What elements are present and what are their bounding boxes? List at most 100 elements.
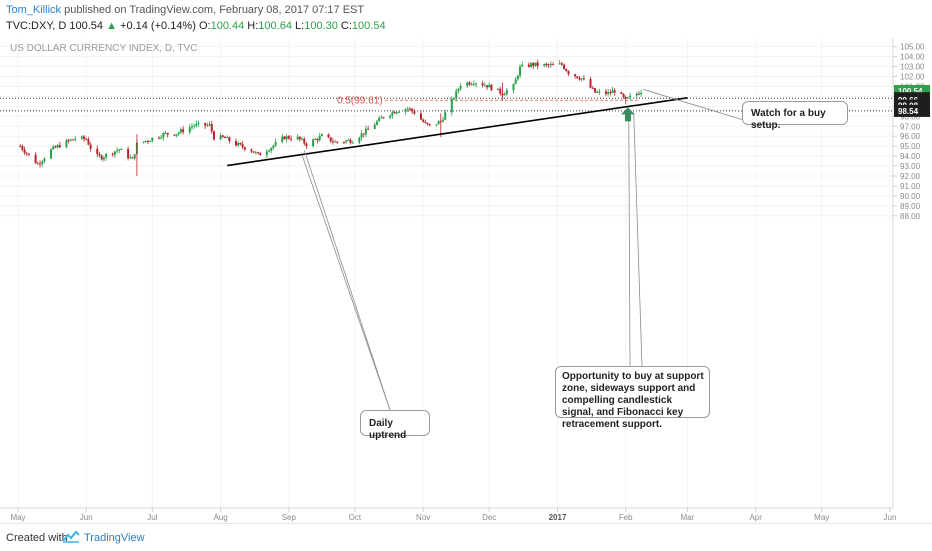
tradingview-link[interactable]: TradingView [84, 532, 145, 544]
uptrend-line [227, 97, 688, 167]
candle-body [362, 133, 365, 135]
x-tick-label: May [814, 513, 829, 522]
candles [19, 59, 643, 176]
author-link[interactable]: Tom_Killick [6, 4, 62, 16]
price-label-box [894, 104, 930, 117]
x-tick-label: 2017 [549, 513, 567, 522]
candle-body [582, 78, 585, 80]
candle-body [223, 137, 226, 139]
candle-body [50, 149, 53, 159]
candle-body [65, 140, 68, 148]
candle-body [422, 119, 425, 122]
candle-body [481, 83, 484, 86]
candle-body [560, 63, 563, 65]
y-tick-label: 89.00 [900, 202, 921, 211]
y-tick-label: 94.00 [900, 152, 921, 161]
callout-buy-setup: Watch for a buy setup. [742, 101, 848, 131]
close-label: C: [340, 20, 352, 32]
candle-body [164, 132, 167, 134]
candle-body [39, 163, 42, 165]
candle-body [607, 92, 610, 94]
open-label: O: [198, 20, 211, 32]
candle-body [111, 153, 114, 155]
candle-body [96, 148, 99, 155]
candle-body [19, 146, 22, 148]
candle-body [239, 142, 242, 145]
y-tick-label: 102.00 [900, 73, 925, 82]
y-tick-label: 97.00 [900, 122, 921, 131]
candle-body [342, 142, 345, 144]
y-tick-label: 88.00 [900, 212, 921, 221]
callout-opportunity: Opportunity to buy at support zone, side… [555, 366, 710, 430]
drawings [227, 89, 761, 411]
candle-body [503, 94, 506, 96]
y-tick-label: 96.00 [900, 132, 921, 141]
candle-body [406, 108, 409, 110]
candle-body [56, 145, 59, 148]
candle-body [206, 124, 209, 126]
y-tick-label: 104.00 [900, 53, 925, 62]
candle-body [622, 93, 625, 97]
candle-body [197, 122, 200, 124]
candle-body [120, 148, 123, 150]
candle-body [552, 64, 555, 66]
candle-body [613, 90, 616, 93]
candle-body [285, 136, 288, 140]
candle-body [58, 145, 61, 148]
candle-body [162, 133, 165, 138]
high-label: H: [247, 20, 259, 32]
candle-body [488, 84, 491, 88]
candle-body [272, 145, 275, 148]
candle-body [514, 79, 517, 85]
candle-body [347, 139, 350, 141]
candle-body [281, 136, 284, 142]
candle-body [303, 138, 306, 144]
candle-body [611, 90, 614, 93]
candle-body [157, 137, 160, 139]
y-tick-label: 90.00 [900, 192, 921, 201]
candle-body [80, 136, 83, 139]
candle-body [635, 93, 638, 96]
candle-body [466, 82, 469, 87]
candle-body [144, 140, 147, 142]
candle-body [521, 64, 524, 67]
candle-body [382, 117, 385, 119]
candle-body [274, 141, 277, 146]
candle-body [41, 161, 44, 164]
candle-body [364, 128, 367, 135]
candle-body [505, 90, 508, 95]
candle-body [69, 139, 72, 141]
callout-buy-setup-text: Watch for a buy setup. [751, 108, 826, 131]
candle-body [574, 74, 577, 77]
candle-body [190, 126, 193, 128]
candle-body [228, 137, 231, 142]
price-label-text: 98.54 [898, 107, 919, 116]
candle-body [486, 85, 489, 88]
candle-body [567, 71, 570, 75]
candle-body [193, 125, 196, 127]
high-value: 100.64 [258, 20, 292, 32]
candle-body [151, 137, 154, 141]
candle-body [241, 144, 244, 148]
candle-body [116, 150, 119, 152]
candle-body [173, 134, 176, 136]
candle-body [545, 64, 548, 66]
candle-body [237, 142, 240, 146]
candle-body [259, 153, 262, 156]
candle-body [298, 136, 301, 140]
candle-body [472, 83, 475, 85]
candle-body [100, 155, 103, 160]
candle-body [316, 139, 319, 141]
candle-body [235, 141, 237, 146]
candle-body [204, 122, 207, 126]
candle-body [534, 62, 537, 66]
candle-body [413, 111, 416, 114]
candle-body [290, 138, 293, 140]
candle-body [131, 157, 134, 159]
x-tick-label: Feb [619, 513, 633, 522]
candle-body [301, 138, 304, 140]
candle-body [327, 134, 330, 138]
candle-body [367, 128, 370, 130]
candle-body [320, 134, 323, 137]
candle-body [530, 63, 533, 67]
